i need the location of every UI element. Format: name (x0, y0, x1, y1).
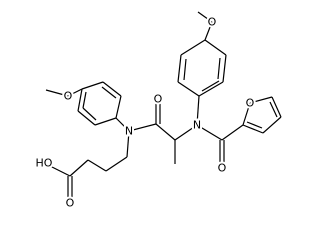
atom-label: N (125, 125, 133, 138)
atom-label: O (64, 90, 73, 103)
atom-label: N (193, 119, 201, 132)
atom-label: O (208, 16, 217, 29)
atom-label: HO (36, 157, 53, 170)
page: O O N O N O O HO O (() => { const data =… (34, 11, 282, 212)
atom-label: O (154, 93, 163, 106)
atom-label: O (218, 162, 227, 175)
bonds (45, 11, 282, 201)
structure: O O N O N O O HO O (34, 11, 282, 212)
atom-label: O (246, 97, 255, 110)
atom-label: O (66, 197, 75, 210)
